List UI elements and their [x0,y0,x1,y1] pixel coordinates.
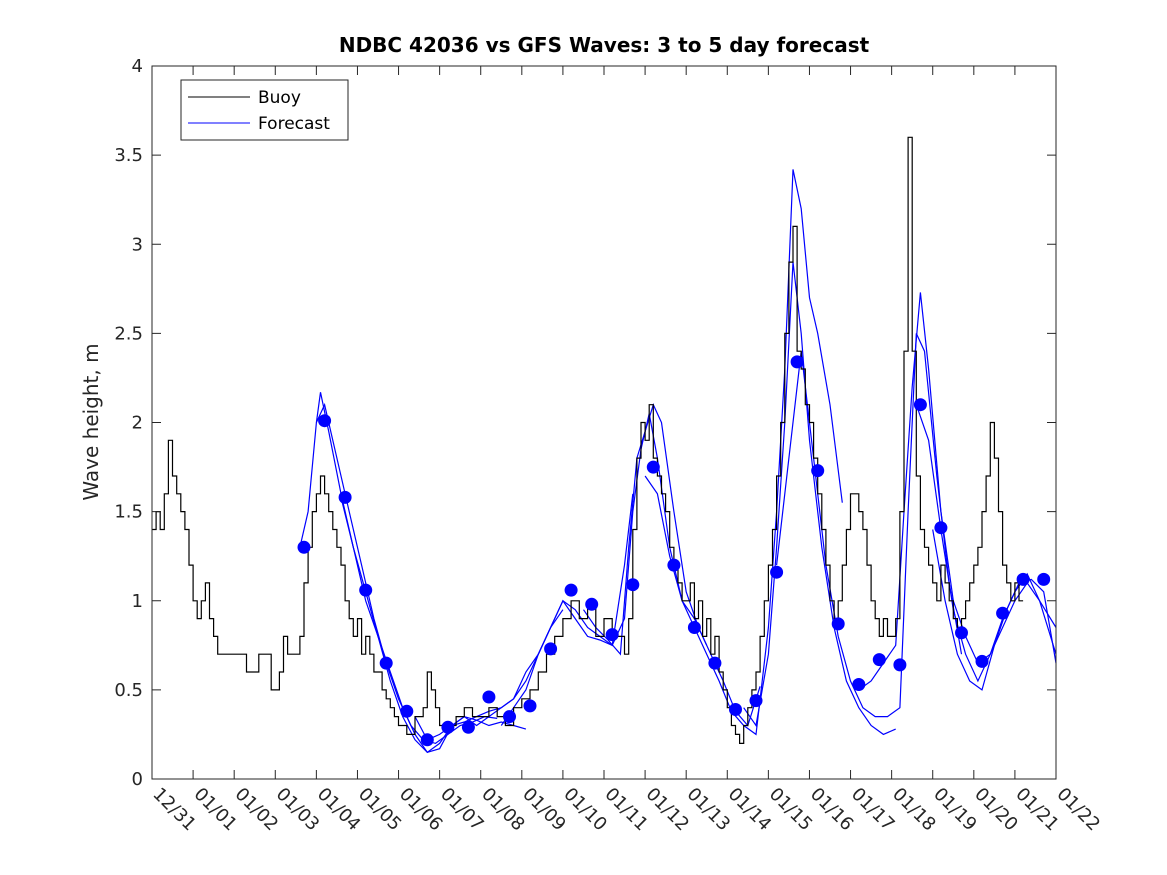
forecast-marker [913,398,927,412]
forecast-marker [893,658,907,672]
forecast-marker [523,699,537,713]
forecast-marker [996,606,1010,620]
forecast-marker [687,621,701,634]
forecast-marker [770,565,784,579]
y-tick-label: 3.5 [114,145,143,166]
forecast-marker [564,583,578,597]
forecast-marker [297,540,311,554]
forecast-marker [338,490,352,504]
y-tick-label: 1.5 [114,502,143,523]
forecast-marker [646,460,660,474]
forecast-marker [461,720,475,734]
y-tick-label: 2.5 [114,323,143,344]
forecast-marker [975,654,989,668]
forecast-marker [420,733,434,747]
forecast-marker [1037,572,1051,586]
y-tick-label: 3 [132,234,143,255]
forecast-line-10 [858,292,1057,691]
forecast-marker [852,678,866,691]
legend-forecast-label: Forecast [258,114,330,134]
forecast-marker [729,703,742,716]
forecast-marker [934,521,948,535]
legend-buoy-label: Buoy [258,88,301,108]
forecast-marker [872,653,886,667]
forecast-marker [400,704,414,718]
y-axis-title: Wave height, m [79,343,103,500]
buoy-line [152,136,1024,744]
legend: Buoy Forecast [180,79,349,141]
legend-box [180,79,349,141]
chart-title: NDBC 42036 vs GFS Waves: 3 to 5 day fore… [339,33,870,57]
forecast-marker [1016,572,1030,586]
data-layer [152,136,1057,754]
forecast-marker [503,710,516,724]
forecast-marker [790,355,804,369]
forecast-line-8 [743,262,896,736]
forecast-marker [955,626,968,640]
forecast-marker [708,656,722,670]
forecast-marker [831,617,845,631]
forecast-marker [441,720,455,734]
y-tick-label: 1 [132,591,143,612]
y-tick-label: 0.5 [114,680,143,701]
forecast-marker [626,578,640,592]
forecast-marker [585,597,599,611]
forecast-marker [318,414,332,428]
forecast-marker [811,464,825,478]
forecast-marker [482,690,496,704]
forecast-marker [749,694,763,708]
forecast-marker [359,583,373,597]
y-tick-label: 4 [132,56,143,77]
plot-area [152,66,1056,779]
forecast-marker [605,628,619,642]
forecast-line-12 [932,529,1057,691]
y-tick-label: 0 [132,769,143,790]
forecast-marker [544,642,558,656]
forecast-marker [667,558,681,572]
forecast-marker [379,656,393,670]
y-tick-label: 2 [132,413,143,434]
